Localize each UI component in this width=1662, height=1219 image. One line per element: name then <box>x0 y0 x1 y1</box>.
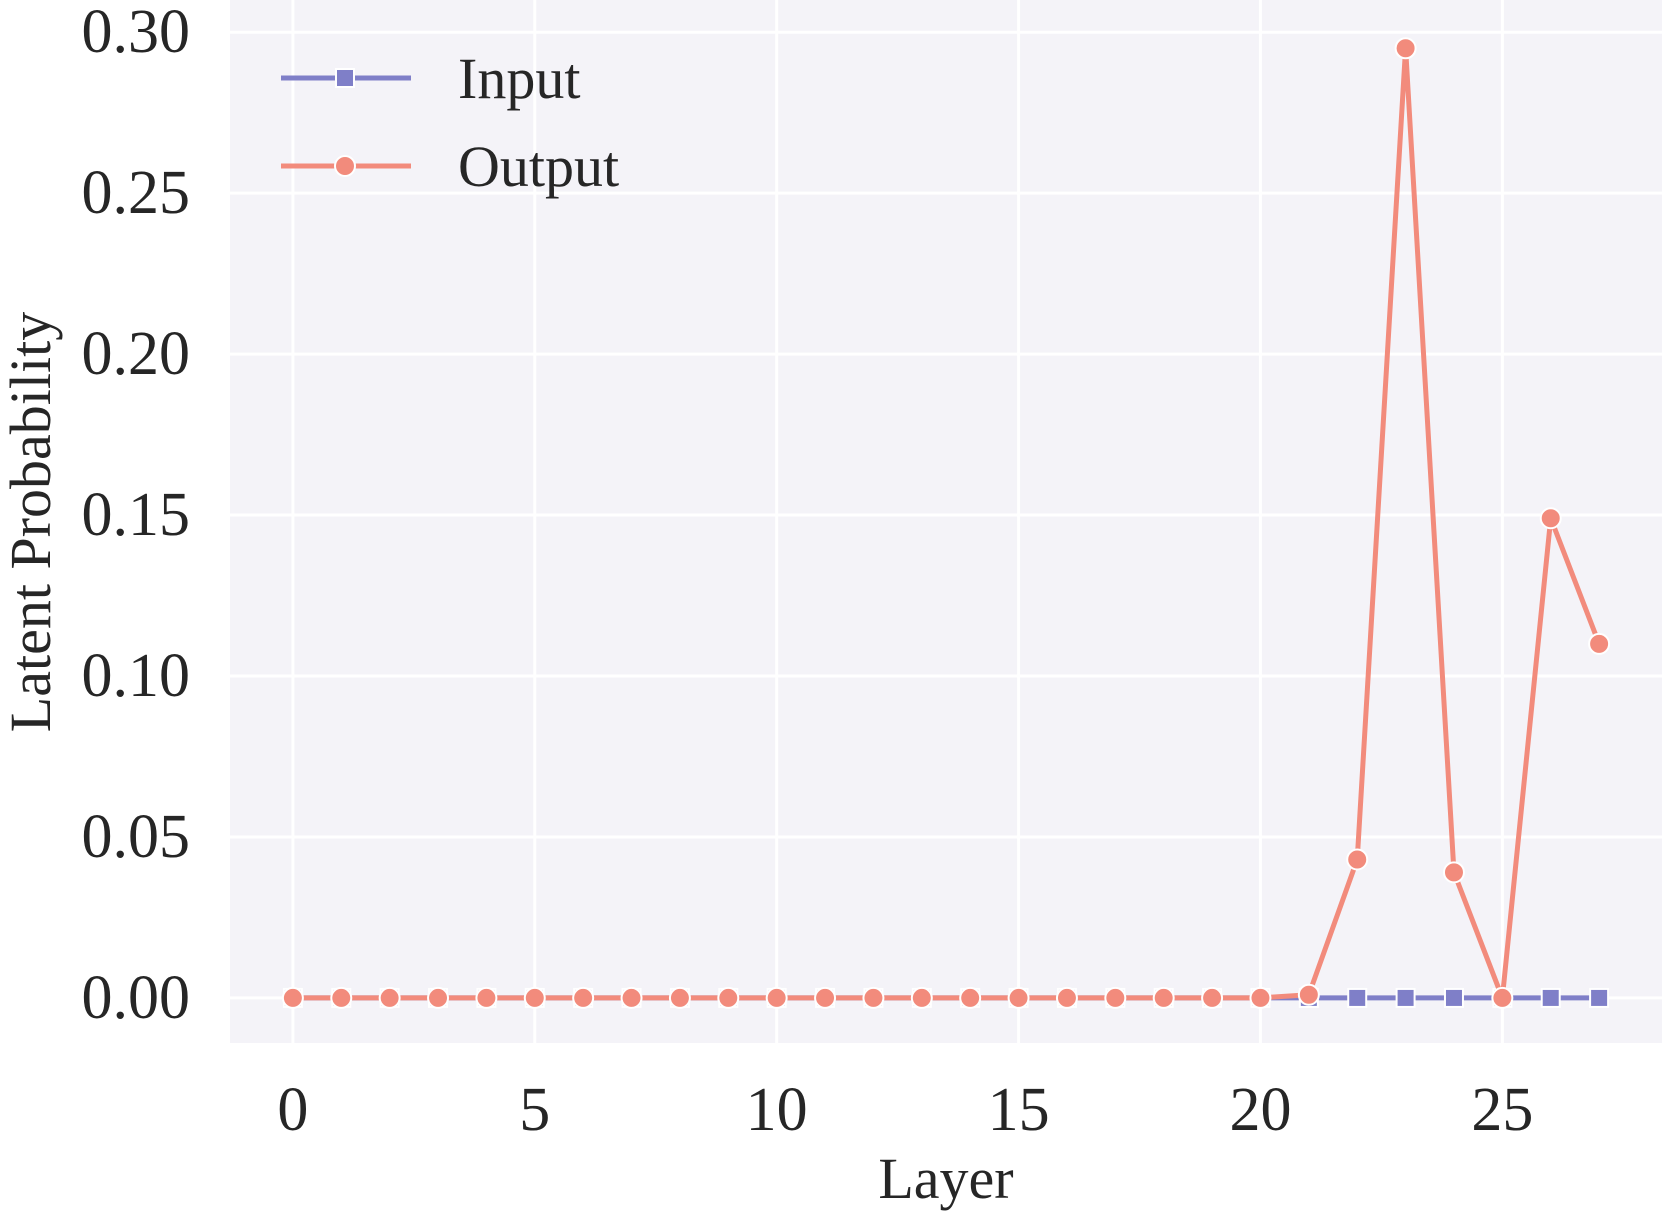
data-point <box>572 986 595 1009</box>
data-point <box>281 986 304 1009</box>
data-point <box>1249 986 1272 1009</box>
data-point <box>620 986 643 1009</box>
x-tick-label: 0 <box>277 1076 308 1144</box>
data-point <box>1297 983 1320 1006</box>
data-point <box>1394 37 1417 60</box>
data-point <box>862 986 885 1009</box>
series-layer <box>281 37 1611 1009</box>
data-point <box>814 986 837 1009</box>
data-point <box>1347 987 1368 1008</box>
x-tick-label: 20 <box>1229 1076 1291 1144</box>
y-tick-label: 0.20 <box>82 320 191 388</box>
data-point <box>959 986 982 1009</box>
x-tick-label: 10 <box>746 1076 808 1144</box>
series-output <box>281 37 1611 1009</box>
data-point <box>1443 987 1464 1008</box>
data-point <box>1491 986 1514 1009</box>
legend-output-label: Output <box>458 134 619 199</box>
series-line <box>292 45 1602 1001</box>
y-axis-label: Latent Probability <box>0 312 63 732</box>
data-point <box>378 986 401 1009</box>
data-point <box>1055 986 1078 1009</box>
data-point <box>427 986 450 1009</box>
data-point <box>1442 861 1465 884</box>
y-tick-label: 0.05 <box>82 803 191 871</box>
data-point <box>523 986 546 1009</box>
legend: Input Output <box>281 46 619 199</box>
x-tick-label: 15 <box>988 1076 1050 1144</box>
data-point <box>765 986 788 1009</box>
x-axis-label: Layer <box>878 1146 1013 1211</box>
data-point <box>1104 986 1127 1009</box>
plot-background <box>230 0 1662 1043</box>
data-point <box>1395 987 1416 1008</box>
data-point <box>668 986 691 1009</box>
y-tick-label: 0.00 <box>82 964 191 1032</box>
y-tick-label: 0.30 <box>82 0 191 66</box>
y-tick-labels: 0.00 0.05 0.10 0.15 0.20 0.25 0.30 <box>82 0 191 1032</box>
legend-input-label: Input <box>458 46 580 111</box>
data-point <box>330 986 353 1009</box>
y-tick-label: 0.15 <box>82 481 191 549</box>
legend-output-marker <box>334 155 356 177</box>
data-point <box>1346 848 1369 871</box>
data-point <box>1152 986 1175 1009</box>
grid <box>230 0 1662 1043</box>
x-tick-label: 25 <box>1471 1076 1533 1144</box>
data-point <box>475 986 498 1009</box>
data-point <box>1201 986 1224 1009</box>
data-point <box>1007 986 1030 1009</box>
data-point <box>717 986 740 1009</box>
data-point <box>910 986 933 1009</box>
y-tick-label: 0.10 <box>82 642 191 710</box>
data-point <box>1589 987 1610 1008</box>
x-tick-labels: 0 5 10 15 20 25 <box>277 1076 1533 1144</box>
y-tick-label: 0.25 <box>82 159 191 227</box>
data-point <box>1540 987 1561 1008</box>
x-tick-label: 5 <box>519 1076 550 1144</box>
legend-input-marker <box>335 68 355 88</box>
data-point <box>1588 632 1611 655</box>
data-point <box>1539 507 1562 530</box>
